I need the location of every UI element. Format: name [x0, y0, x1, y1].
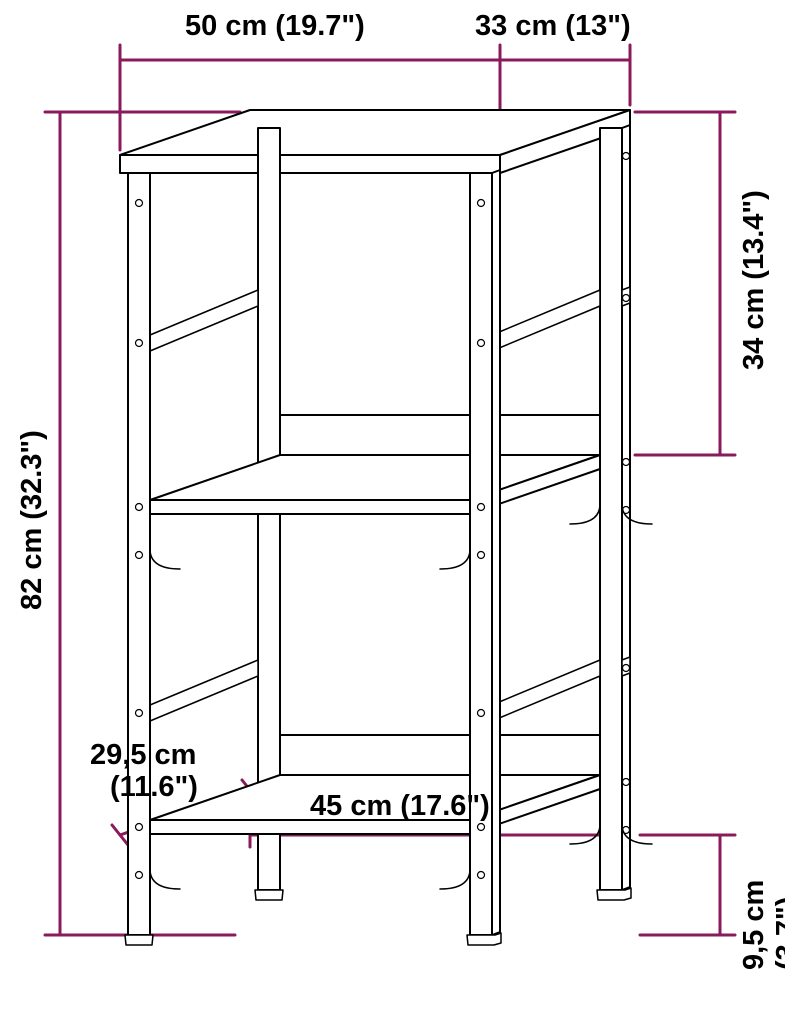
dim-shelf-width: 45 cm (17.6"): [310, 790, 490, 823]
dim-height-total: 82 cm (32.3"): [16, 430, 49, 610]
dim-depth-top: 33 cm (13"): [475, 10, 631, 43]
dim-height-upper: 34 cm (13.4"): [738, 190, 771, 370]
dim-shelf-depth: 29,5 cm (11.6"): [90, 740, 198, 804]
dim-foot-height: 9,5 cm (3.7"): [738, 880, 785, 970]
dim-width-top: 50 cm (19.7"): [185, 10, 365, 43]
